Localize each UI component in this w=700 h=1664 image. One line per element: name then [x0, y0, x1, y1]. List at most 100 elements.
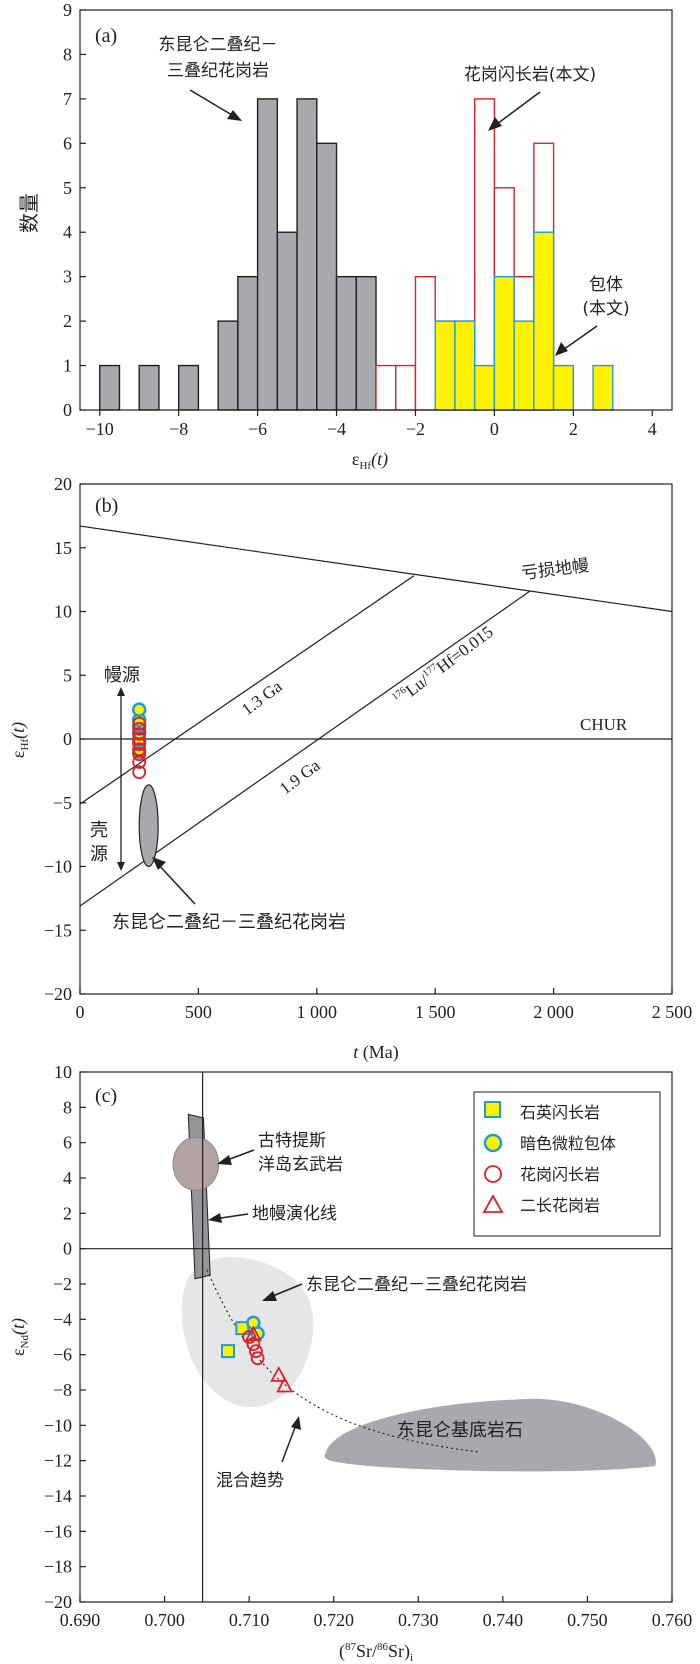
source-arrowhead-down: [117, 862, 125, 871]
legend-label-enclave: 暗色微粒包体: [520, 1134, 616, 1153]
y-tick-label: −14: [44, 1486, 72, 1506]
bar-dongkunlun: [237, 275, 259, 411]
arrowhead-granodiorite-a: [488, 117, 502, 131]
label-tethys-1: 古特提斯: [258, 1131, 326, 1151]
y-tick-label: −18: [44, 1557, 72, 1577]
x-tick-label: 0.760: [652, 1610, 693, 1630]
label-1-9-ga: 1.9 Ga: [276, 755, 324, 798]
y-axis-label-a: 数量: [17, 193, 41, 233]
granodiorite-point: [242, 1330, 257, 1344]
x-tick-label: 0.700: [144, 1610, 185, 1630]
bar-dongkunlun: [296, 98, 318, 411]
enclave-point: [131, 702, 147, 717]
annotation-enclave-a2: (本文): [582, 299, 629, 319]
legend: 石英闪长岩 暗色微粒包体 花岗闪长岩 二长花岗岩: [473, 1091, 661, 1237]
basement-rock-field: [324, 1398, 656, 1472]
x-tick-label: −2: [406, 419, 425, 439]
legend-enclave-marker: [483, 1133, 503, 1153]
granodiorite-point: [132, 742, 147, 757]
y-tick-label: 6: [63, 1133, 72, 1153]
y-tick-label: −10: [44, 1415, 72, 1435]
bar-granodiorite: [473, 98, 496, 411]
arrowhead-mixing: [291, 1416, 301, 1430]
granodiorite-point: [250, 1351, 265, 1366]
panel-b-label: (b): [95, 495, 118, 517]
panel-a-ticks: −10 −8 −6 −4 −2 0 2 4 0 1 2 3 4 5 6 7 8 9: [63, 0, 657, 439]
x-tick-label: −6: [248, 419, 267, 439]
granodiorite-point: [249, 1344, 263, 1359]
x-tick-label: 4: [648, 419, 657, 439]
granodiorite-point: [132, 765, 147, 780]
x-tick-label: 0: [76, 1002, 85, 1022]
quartz_diorite-point: [221, 1344, 235, 1359]
label-depleted-mantle: 亏损地幔: [520, 556, 590, 584]
bar-enclave: [552, 364, 575, 411]
y-tick-label: 3: [63, 267, 72, 287]
label-mixing: 混合趋势: [216, 1471, 284, 1491]
y-tick-label: −8: [53, 1380, 72, 1400]
x-tick-label: −4: [327, 419, 346, 439]
panel-c-ticks: 0.690 0.700 0.710 0.720 0.730 0.740 0.750 0.760…: [44, 1062, 692, 1630]
bar-granodiorite: [375, 364, 397, 411]
y-tick-label: 8: [63, 44, 72, 64]
y-tick-label: 4: [63, 1168, 72, 1188]
monzogranite-point: [244, 1325, 262, 1342]
label-mantle-evolution: 地幔演化线: [252, 1204, 337, 1224]
label-mantle-source: 幔源: [104, 665, 140, 686]
panel-a-frame: [79, 9, 673, 411]
x-tick-label: 0.720: [313, 1610, 354, 1630]
bar-dongkunlun: [217, 320, 239, 411]
legend-granodiorite-marker: [484, 1165, 502, 1183]
arrowhead-dongkunlun-b: [152, 857, 166, 870]
arrowhead-dongkunlun-a: [227, 110, 242, 121]
bar-granodiorite: [414, 275, 436, 411]
arrowhead-tethys: [217, 1155, 232, 1165]
x-tick-label: 0.750: [567, 1610, 608, 1630]
label-dongkunlun-b: 东昆仑二叠纪－三叠纪花岗岩: [112, 912, 346, 933]
y-tick-label: 4: [63, 222, 72, 242]
histogram-bars: [99, 98, 614, 411]
legend-square-marker: [484, 1101, 501, 1118]
panel-c-points: [221, 1315, 294, 1393]
granodiorite-point: [132, 747, 147, 762]
arrow-enclave-a: [559, 325, 598, 353]
label-1-3-ga: 1.3 Ga: [238, 676, 286, 719]
bar-dongkunlun: [335, 275, 357, 411]
x-tick-label: 0.740: [483, 1610, 524, 1630]
x-tick-label: 0: [490, 419, 499, 439]
y-tick-label: −20: [44, 1592, 72, 1612]
granodiorite-point: [132, 727, 147, 741]
annotation-granodiorite-a: 花岗闪长岩(本文): [464, 65, 596, 85]
y-tick-label: 0: [63, 400, 72, 420]
x-tick-label: 500: [185, 1002, 212, 1022]
bar-enclave: [473, 364, 496, 411]
panel-c-sr-nd: 0.690 0.700 0.710 0.720 0.730 0.740 0.750 0.760…: [8, 1062, 692, 1664]
arrowhead-dongkunlun-c: [262, 1291, 277, 1301]
y-tick-label: −2: [53, 1274, 72, 1294]
x-tick-label: 0.730: [398, 1610, 439, 1630]
bar-granodiorite: [395, 364, 417, 411]
x-tick-label: 0.710: [229, 1610, 270, 1630]
y-axis-label-c: εNd(t): [8, 1318, 31, 1356]
y-tick-label: 5: [63, 178, 72, 198]
bar-dongkunlun: [256, 98, 279, 411]
panel-c-label: (c): [95, 1085, 117, 1107]
legend-box: [473, 1091, 661, 1237]
granodiorite-point: [132, 737, 147, 751]
x-tick-label: −10: [86, 419, 114, 439]
y-tick-label: 5: [63, 665, 72, 685]
granodiorite-point: [132, 721, 147, 736]
legend-monzogranite-marker: [482, 1194, 504, 1213]
bar-dongkunlun: [355, 275, 377, 411]
label-crust-source-2: 源: [90, 844, 108, 865]
arrowhead-mantle-evolution: [208, 1213, 222, 1223]
arrow-mixing: [281, 1421, 298, 1463]
label-lu-hf-ratio: 176Lu/177Hf=0.015: [390, 622, 497, 709]
x-tick-label: −8: [169, 419, 188, 439]
bar-dongkunlun: [177, 364, 200, 411]
y-tick-label: 0: [63, 1239, 72, 1259]
panel-b-ticks: 0 500 1 000 1 500 2 000 2 500 −20 −15 −10 −5 0 5 10 1…: [44, 474, 692, 1022]
x-tick-label: 0.690: [60, 1610, 101, 1630]
panel-a-histogram: −10 −8 −6 −4 −2 0 2 4 0 1 2 3 4 5 6 7 8 9 (a) 数量 εHf(t) 东…: [17, 0, 673, 472]
y-tick-label: 0: [63, 729, 72, 749]
